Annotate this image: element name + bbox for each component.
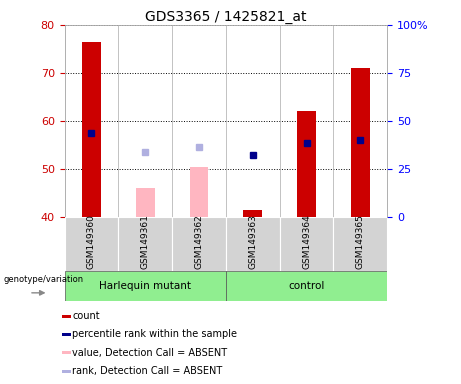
Bar — [62, 314, 71, 318]
Bar — [65, 271, 226, 301]
Text: value, Detection Call = ABSENT: value, Detection Call = ABSENT — [72, 348, 227, 358]
Bar — [136, 188, 154, 217]
Text: GSM149362: GSM149362 — [195, 214, 203, 268]
Bar — [118, 217, 172, 271]
Bar — [62, 370, 71, 372]
Bar — [333, 217, 387, 271]
Bar — [226, 217, 280, 271]
Text: percentile rank within the sample: percentile rank within the sample — [72, 329, 237, 339]
Bar — [82, 42, 101, 217]
Title: GDS3365 / 1425821_at: GDS3365 / 1425821_at — [145, 10, 307, 24]
Bar — [65, 217, 118, 271]
Bar — [226, 271, 387, 301]
Text: genotype/variation: genotype/variation — [3, 275, 83, 285]
Text: Harlequin mutant: Harlequin mutant — [99, 281, 191, 291]
Text: GSM149363: GSM149363 — [248, 214, 257, 268]
Text: GSM149360: GSM149360 — [87, 214, 96, 268]
Text: rank, Detection Call = ABSENT: rank, Detection Call = ABSENT — [72, 366, 223, 376]
Bar — [351, 68, 370, 217]
Bar — [189, 167, 208, 217]
Bar — [62, 333, 71, 336]
Bar — [172, 217, 226, 271]
Bar — [62, 351, 71, 354]
Bar — [243, 210, 262, 217]
Text: GSM149361: GSM149361 — [141, 214, 150, 268]
Bar — [297, 111, 316, 217]
Text: GSM149364: GSM149364 — [302, 214, 311, 268]
Text: count: count — [72, 311, 100, 321]
Text: control: control — [289, 281, 325, 291]
Bar — [280, 217, 333, 271]
Text: GSM149365: GSM149365 — [356, 214, 365, 268]
